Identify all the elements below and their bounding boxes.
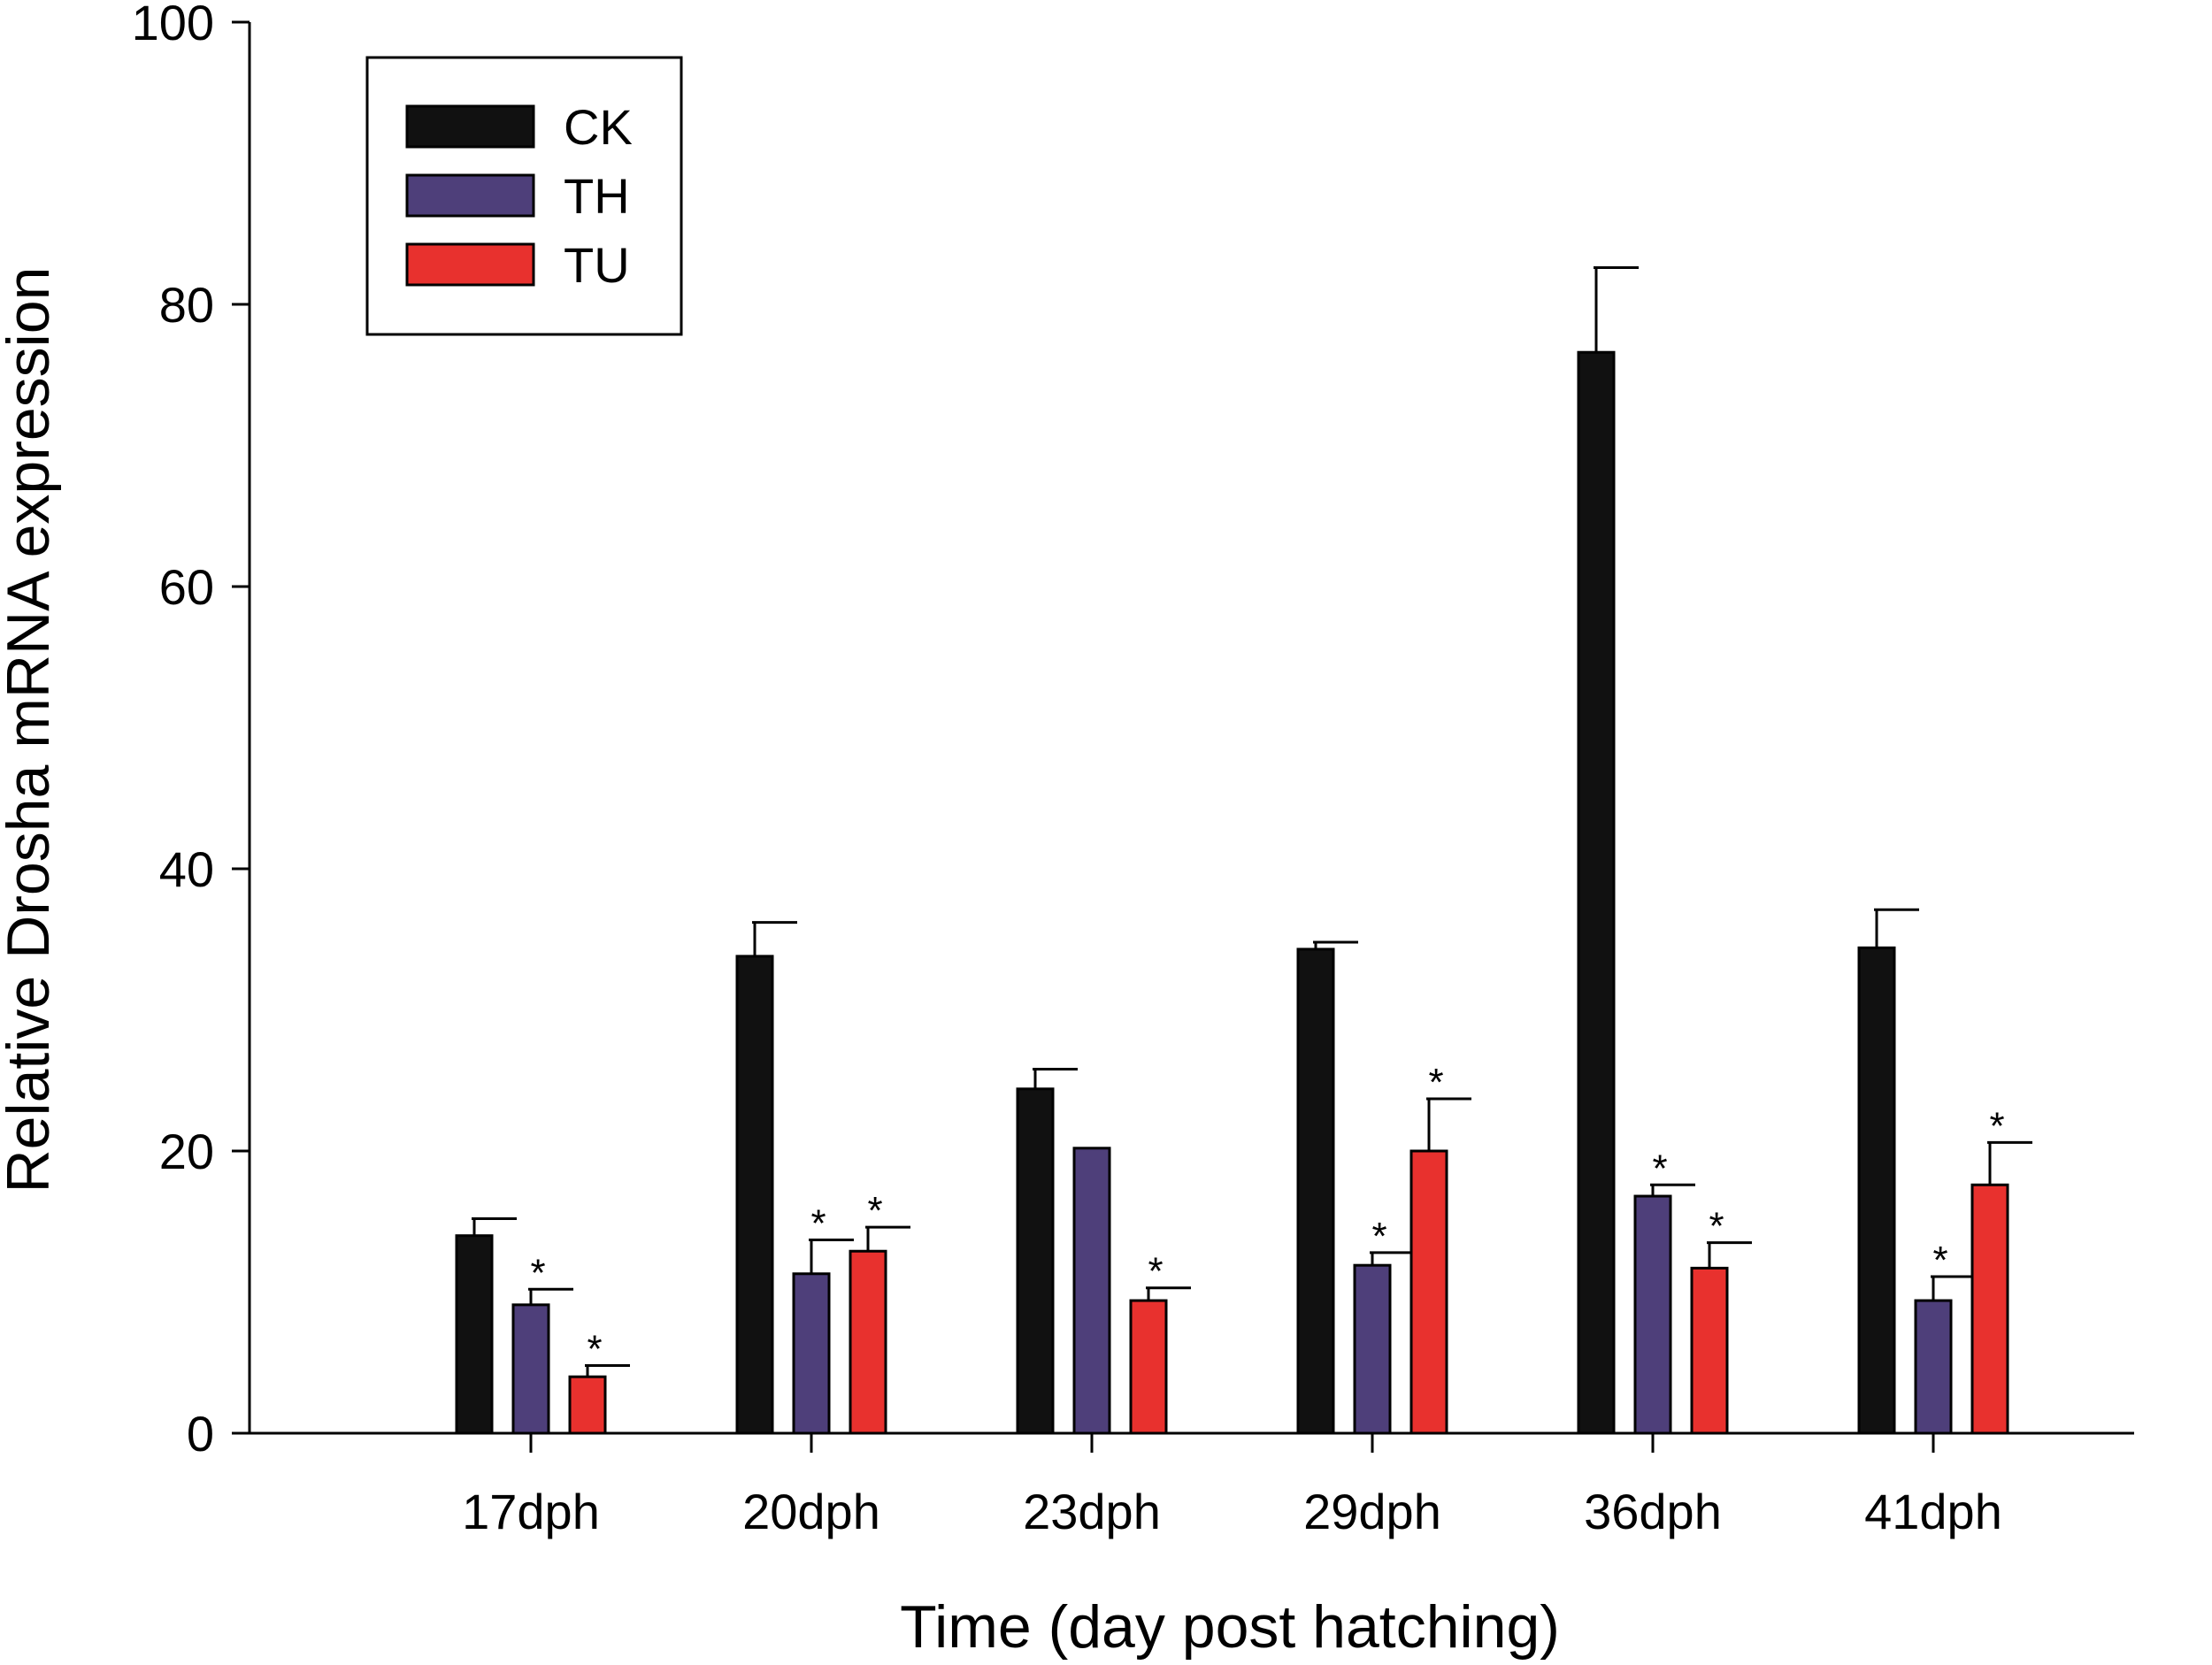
x-tick-label: 29dph — [1303, 1484, 1441, 1539]
bar-th-17dph — [511, 1303, 550, 1435]
y-axis-title: Relative Drosha mRNA expression — [0, 267, 62, 1193]
legend-swatch-tu — [405, 242, 535, 287]
bar-th-29dph — [1353, 1263, 1392, 1435]
y-tick-label: 100 — [132, 0, 214, 50]
significance-marker: * — [530, 1251, 545, 1294]
significance-marker: * — [1652, 1147, 1667, 1190]
bar-tu-41dph — [1970, 1183, 2009, 1435]
x-tick-label: 41dph — [1864, 1484, 2002, 1539]
legend-swatch-ck — [405, 104, 535, 149]
significance-marker: * — [1989, 1104, 2004, 1147]
bar-tu-17dph — [568, 1375, 607, 1435]
y-tick-label: 80 — [159, 277, 214, 333]
bar-th-20dph — [792, 1272, 831, 1435]
bar-ck-23dph — [1016, 1087, 1055, 1435]
bar-tu-20dph — [849, 1249, 887, 1435]
significance-marker: * — [1428, 1061, 1443, 1104]
bar-ck-20dph — [735, 955, 774, 1435]
bar-th-23dph — [1072, 1147, 1111, 1435]
bars: * * * * * * * * * * * — [455, 266, 2032, 1435]
bar-tu-29dph — [1409, 1149, 1448, 1435]
y-tick-label: 40 — [159, 841, 214, 897]
significance-marker: * — [1148, 1250, 1163, 1293]
x-tick-label: 20dph — [742, 1484, 880, 1539]
y-axis: 0 20 40 60 80 100 — [132, 0, 251, 1462]
bar-th-36dph — [1633, 1194, 1672, 1435]
y-tick-label: 0 — [187, 1406, 214, 1462]
bar-ck-36dph — [1577, 350, 1616, 1435]
legend-label-ck: CK — [564, 99, 633, 155]
significance-marker: * — [1709, 1205, 1724, 1248]
legend: CK TH TU — [365, 56, 683, 336]
legend-label-th: TH — [564, 168, 630, 224]
legend-label-tu: TU — [564, 237, 630, 293]
bar-tu-23dph — [1129, 1299, 1168, 1435]
x-axis-title: Time (day post hatching) — [900, 1593, 1560, 1661]
bar-ck-17dph — [455, 1234, 494, 1435]
significance-marker: * — [587, 1327, 602, 1370]
significance-marker: * — [810, 1201, 826, 1245]
x-tick-label: 17dph — [462, 1484, 600, 1539]
x-tick-label: 23dph — [1023, 1484, 1161, 1539]
bar-th-41dph — [1914, 1299, 1953, 1435]
bar-tu-36dph — [1690, 1266, 1729, 1435]
significance-marker: * — [1932, 1239, 1947, 1282]
bar-ck-29dph — [1296, 948, 1335, 1435]
y-tick-label: 20 — [159, 1124, 214, 1179]
x-axis: 17dph 20dph 23dph 29dph 36dph 41dph — [250, 1431, 2134, 1539]
y-tick-label: 60 — [159, 559, 214, 615]
significance-marker: * — [867, 1189, 882, 1232]
bar-ck-41dph — [1857, 946, 1896, 1435]
legend-swatch-th — [405, 173, 535, 218]
significance-marker: * — [1371, 1215, 1386, 1258]
x-tick-label: 36dph — [1584, 1484, 1722, 1539]
